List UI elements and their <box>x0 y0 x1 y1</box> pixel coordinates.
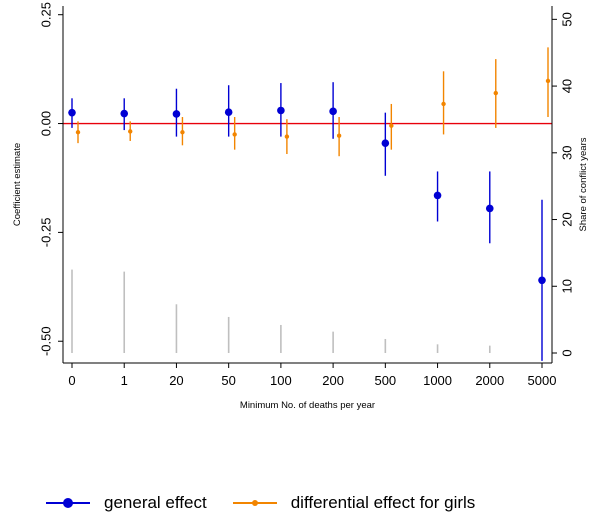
y-tick-label: 0.25 <box>38 2 53 27</box>
y2-tick-label: 30 <box>559 146 574 160</box>
x-tick-label: 100 <box>270 373 292 388</box>
general-effect-point <box>485 204 494 213</box>
legend-item-differential-effect: differential effect for girls <box>231 493 476 513</box>
legend-swatch-differential-effect <box>232 500 277 506</box>
x-tick-label: 2000 <box>475 373 504 388</box>
general-effect-point <box>68 108 76 117</box>
y2-tick-label: 50 <box>559 12 574 26</box>
y-tick-label: 0.00 <box>38 111 53 136</box>
differential-effect-point <box>128 129 133 134</box>
differential-effect-point <box>336 133 342 138</box>
differential-effect-point <box>232 132 237 137</box>
general-effect-point <box>381 139 390 147</box>
legend-label-general-effect: general effect <box>104 493 207 512</box>
x-tick-label: 20 <box>169 373 183 388</box>
x-tick-label: 0 <box>68 373 75 388</box>
x-tick-label: 1 <box>121 373 128 388</box>
y2-tick-label: 20 <box>559 212 574 226</box>
differential-effect-point <box>284 134 290 139</box>
general-effect-point <box>172 110 181 118</box>
plot-area <box>63 47 552 361</box>
x-axis-title: Minimum No. of deaths per year <box>240 400 375 411</box>
y2-tick-label: 40 <box>559 79 574 93</box>
general-effect-point <box>224 108 233 117</box>
x-tick-label: 50 <box>221 373 235 388</box>
differential-effect-point <box>545 78 551 84</box>
legend-swatch-general-effect <box>46 498 90 508</box>
y-tick-label: -0.25 <box>38 218 53 248</box>
differential-effect-point <box>441 101 446 107</box>
x-tick-label: 200 <box>322 373 344 388</box>
general-effect-point <box>538 276 546 285</box>
legend-item-general-effect: general effect <box>44 493 207 513</box>
legend-label-differential-effect: differential effect for girls <box>290 493 476 512</box>
general-effect-point <box>120 109 129 118</box>
x-tick-label: 500 <box>374 373 396 388</box>
differential-effect-point <box>75 130 81 135</box>
y2-axis-title: Share of conflict years <box>578 137 589 231</box>
legend: general effect differential effect for g… <box>44 490 499 516</box>
differential-effect-point <box>180 130 185 135</box>
x-tick-label: 5000 <box>528 373 557 388</box>
general-effect-point <box>433 191 442 200</box>
y-tick-label: -0.50 <box>38 326 53 356</box>
differential-effect-point <box>493 90 498 96</box>
y-axis-title: Coefficient estimate <box>12 143 23 226</box>
general-effect-point <box>329 107 337 116</box>
x-tick-label: 1000 <box>423 373 452 388</box>
y2-tick-label: 10 <box>559 279 574 293</box>
general-effect-point <box>277 106 285 115</box>
differential-effect-point <box>389 123 394 128</box>
y2-tick-label: 0 <box>559 349 574 356</box>
